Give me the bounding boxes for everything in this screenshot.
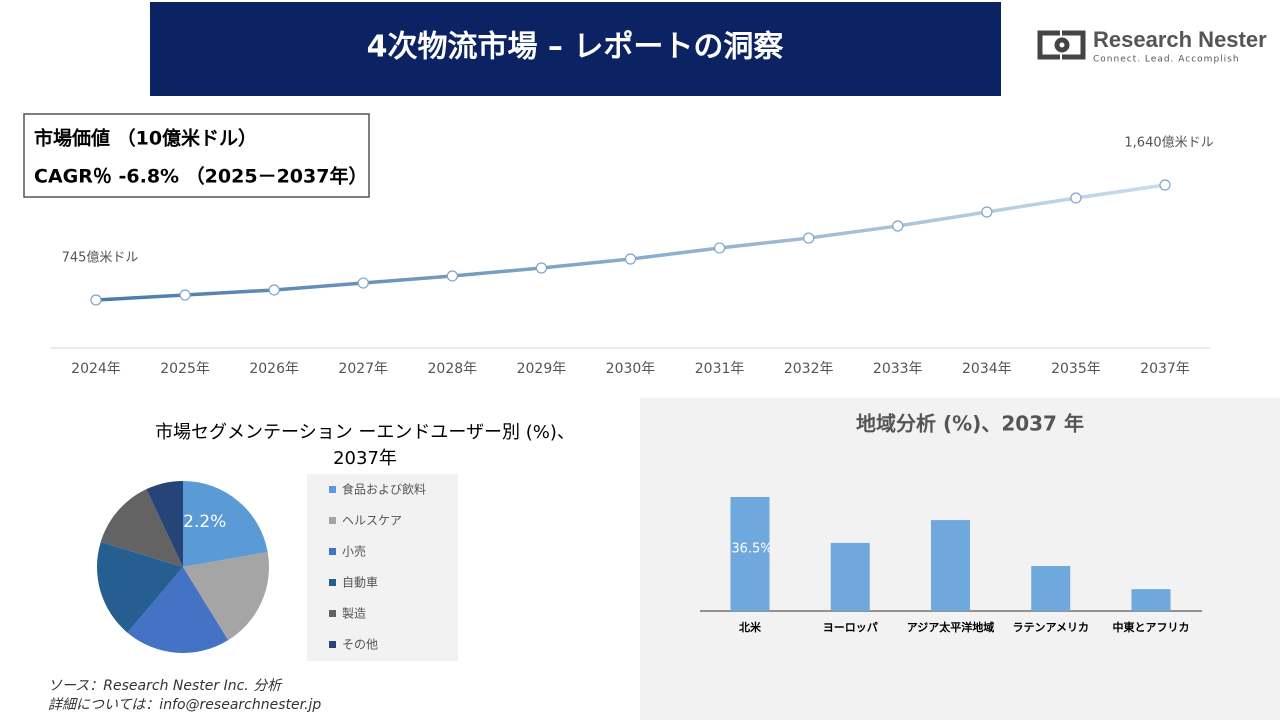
legend-label: ヘルスケア: [342, 514, 402, 528]
x-tick-label: 2032年: [784, 361, 834, 377]
legend-swatch: [329, 641, 336, 648]
pie-slice: [127, 567, 229, 653]
legend-label: 小売: [342, 544, 366, 559]
point: [624, 253, 637, 265]
x-tick-label: ラテンアメリカ: [1013, 621, 1089, 634]
point: [1070, 192, 1082, 204]
x-tick-label: 北米: [739, 620, 762, 634]
x-tick-label: 2033年: [873, 361, 923, 377]
source: 詳細については：info@researchnester.jp: [48, 697, 321, 713]
data-label: 36.5%: [731, 542, 772, 557]
logo-icon: [1037, 30, 1086, 60]
pie-slice: [146, 481, 183, 567]
legend-label: 自動車: [342, 576, 378, 590]
legend-swatch: [329, 548, 336, 555]
bar: [730, 497, 770, 611]
x-tick-label: 2027年: [338, 361, 388, 377]
point: [892, 220, 904, 232]
x-tick-label: 中東とアフリカ: [1113, 620, 1190, 634]
info-line: CAGR％ -6.8% （2025－2037年）: [34, 165, 367, 188]
pie-slice: [100, 489, 183, 567]
point: [179, 289, 191, 301]
x-tick-label: 2029年: [517, 361, 567, 377]
legend-box: [307, 474, 458, 661]
legend-swatch: [329, 610, 336, 617]
x-tick-label: アジア太平洋地域: [907, 620, 995, 634]
legend-label: 製造: [342, 607, 366, 621]
info-box: [23, 113, 370, 198]
pie-slice: [183, 481, 268, 567]
chart-title: 地域分析 (%)、2037 年: [856, 412, 1084, 436]
x-tick-label: 2034年: [962, 361, 1012, 377]
point: [446, 270, 458, 282]
info-line: 市場価値 （10億米ドル）: [34, 127, 257, 150]
x-tick-label: 2037年: [1140, 361, 1190, 377]
bar: [931, 520, 970, 611]
logo-name: Research Nester: [1093, 27, 1267, 52]
pie-slice: [96, 541, 183, 633]
source: ソース：Research Nester Inc. 分析: [48, 678, 283, 694]
point: [713, 242, 726, 254]
x-tick-label: 2031年: [695, 361, 745, 377]
x-tick-label: 2025年: [160, 361, 210, 377]
x-tick-label: 2024年: [71, 361, 121, 377]
data-label: 1,640億米ドル: [1124, 135, 1213, 151]
header-title: 4次物流市場 – レポートの洞察: [367, 30, 785, 65]
point: [803, 232, 815, 244]
data-label: 22.2%: [172, 512, 226, 532]
x-tick-label: 2030年: [606, 361, 656, 377]
point: [357, 277, 369, 289]
legend-swatch: [329, 579, 336, 586]
pie-slice: [183, 551, 270, 641]
legend-swatch: [329, 517, 336, 524]
line: [95, 183, 1166, 302]
x-tick-label: 2026年: [249, 361, 299, 377]
bar: [1131, 589, 1171, 611]
data-label: 745億米ドル: [62, 250, 139, 266]
point: [535, 262, 548, 274]
point: [1159, 179, 1171, 191]
bar: [1031, 566, 1071, 611]
header-banner: [150, 2, 1001, 96]
point: [981, 206, 993, 218]
legend-label: 食品および飲料: [342, 482, 426, 497]
x-tick-label: ヨーロッパ: [823, 621, 878, 634]
x-tick-label: 2028年: [428, 361, 478, 377]
bar: [830, 542, 870, 611]
legend-label: その他: [342, 638, 378, 652]
x-tick-label: 2035年: [1051, 361, 1101, 377]
point: [90, 294, 102, 306]
logo-tagline: Connect. Lead. Accomplish: [1093, 55, 1240, 65]
legend-swatch: [329, 486, 336, 493]
chart-title: 市場セグメンテーション ーエンドユーザー別 (%)、 2037年: [155, 422, 575, 469]
point: [268, 284, 280, 296]
